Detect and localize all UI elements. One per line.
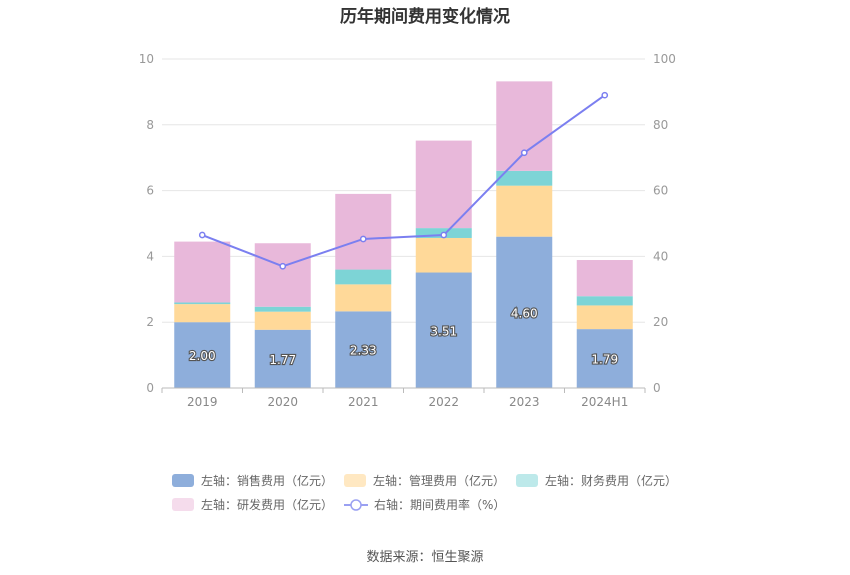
bar-segment-3 <box>174 241 231 303</box>
data-label: 3.51 <box>430 324 457 338</box>
rate-point <box>440 231 448 239</box>
chart-area: 0 2 4 6 8 10 0 20 40 60 80 100 2019 2020 2021 2022 202… <box>139 52 676 409</box>
bar-segment-0 <box>335 311 392 388</box>
rate-point <box>198 231 206 239</box>
legend-label-admin: 左轴：管理费用（亿元） <box>373 474 506 488</box>
chart-title: 历年期间费用变化情况 <box>340 7 510 27</box>
rate-line <box>198 91 609 270</box>
data-source: 数据来源：恒生聚源 <box>366 550 484 565</box>
data-label: 4.60 <box>511 306 538 320</box>
legend-label-rnd: 左轴：研发费用（亿元） <box>201 498 334 512</box>
bar-segment-2 <box>254 306 311 312</box>
bar-segment-0 <box>496 236 553 388</box>
legend-item-rate[interactable]: 右轴：期间费用率（%） <box>344 496 505 513</box>
legend-item-admin[interactable]: 左轴：管理费用（亿元） <box>344 472 505 489</box>
right-tick-label: 100 <box>653 52 676 66</box>
data-label: 2.33 <box>350 344 377 358</box>
left-tick-label: 0 <box>146 381 154 395</box>
data-label: 1.79 <box>591 353 618 367</box>
left-tick-label: 10 <box>139 52 154 66</box>
bar-segment-1 <box>576 305 633 330</box>
left-tick-label: 8 <box>146 118 154 132</box>
rate-point <box>601 91 609 99</box>
bar-segment-3 <box>496 81 553 171</box>
legend-swatch-finance <box>516 474 538 487</box>
bar-segment-3 <box>335 193 392 270</box>
left-tick-label: 4 <box>146 249 154 263</box>
bars <box>174 81 633 388</box>
bar-labels: 2.00 1.77 2.33 3.51 4.60 1.79 <box>188 305 619 368</box>
legend-label-rate: 右轴：期间费用率（%） <box>374 498 506 512</box>
rate-line-path <box>201 94 606 268</box>
legend-swatch-sales <box>172 474 194 487</box>
legend-swatch-admin <box>344 474 366 487</box>
x-tick-label: 2024H1 <box>581 395 628 409</box>
right-tick-label: 40 <box>653 249 668 263</box>
right-tick-label: 20 <box>653 315 668 329</box>
x-tick-label: 2022 <box>428 395 459 409</box>
left-axis-ticks: 0 2 4 6 8 10 <box>139 52 154 395</box>
right-tick-label: 80 <box>653 118 668 132</box>
legend-swatch-rate <box>344 498 368 511</box>
left-tick-label: 6 <box>146 184 154 198</box>
bar-segment-0 <box>576 329 633 388</box>
bar-segment-1 <box>174 304 231 323</box>
legend-item-sales[interactable]: 左轴：销售费用（亿元） <box>172 472 333 489</box>
legend-item-finance[interactable]: 左轴：财务费用（亿元） <box>516 472 677 489</box>
bar-segment-2 <box>496 170 553 186</box>
rate-point <box>359 235 367 243</box>
x-axis: 2019 2020 2021 2022 2023 2024H1 <box>161 387 646 409</box>
bar-segment-1 <box>254 311 311 330</box>
bar-segment-0 <box>174 322 231 388</box>
right-tick-label: 60 <box>653 184 668 198</box>
legend-item-rnd[interactable]: 左轴：研发费用（亿元） <box>172 496 333 513</box>
bar-segment-3 <box>415 140 472 229</box>
bar-segment-2 <box>576 296 633 306</box>
right-tick-label: 0 <box>653 381 661 395</box>
rate-point <box>279 262 287 270</box>
bar-segment-0 <box>415 272 472 388</box>
bar-segment-0 <box>254 329 311 388</box>
grid-lines <box>162 58 645 323</box>
x-tick-label: 2019 <box>187 395 218 409</box>
bar-segment-1 <box>415 237 472 273</box>
x-tick-label: 2020 <box>267 395 298 409</box>
bar-segment-2 <box>174 302 231 305</box>
bar-segment-3 <box>576 260 633 297</box>
right-axis-ticks: 0 20 40 60 80 100 <box>653 52 676 395</box>
data-label: 1.77 <box>269 353 296 367</box>
legend-label-finance: 左轴：财务费用（亿元） <box>545 474 678 488</box>
bar-segment-3 <box>254 243 311 307</box>
bar-segment-1 <box>335 284 392 312</box>
bar-segment-2 <box>335 269 392 285</box>
rate-point <box>520 149 528 157</box>
data-label: 2.00 <box>189 349 216 363</box>
legend-swatch-rnd <box>172 498 194 511</box>
left-tick-label: 2 <box>146 315 154 329</box>
legend-label-sales: 左轴：销售费用（亿元） <box>201 474 334 488</box>
x-tick-label: 2023 <box>509 395 540 409</box>
bar-segment-1 <box>496 185 553 237</box>
x-tick-label: 2021 <box>348 395 379 409</box>
